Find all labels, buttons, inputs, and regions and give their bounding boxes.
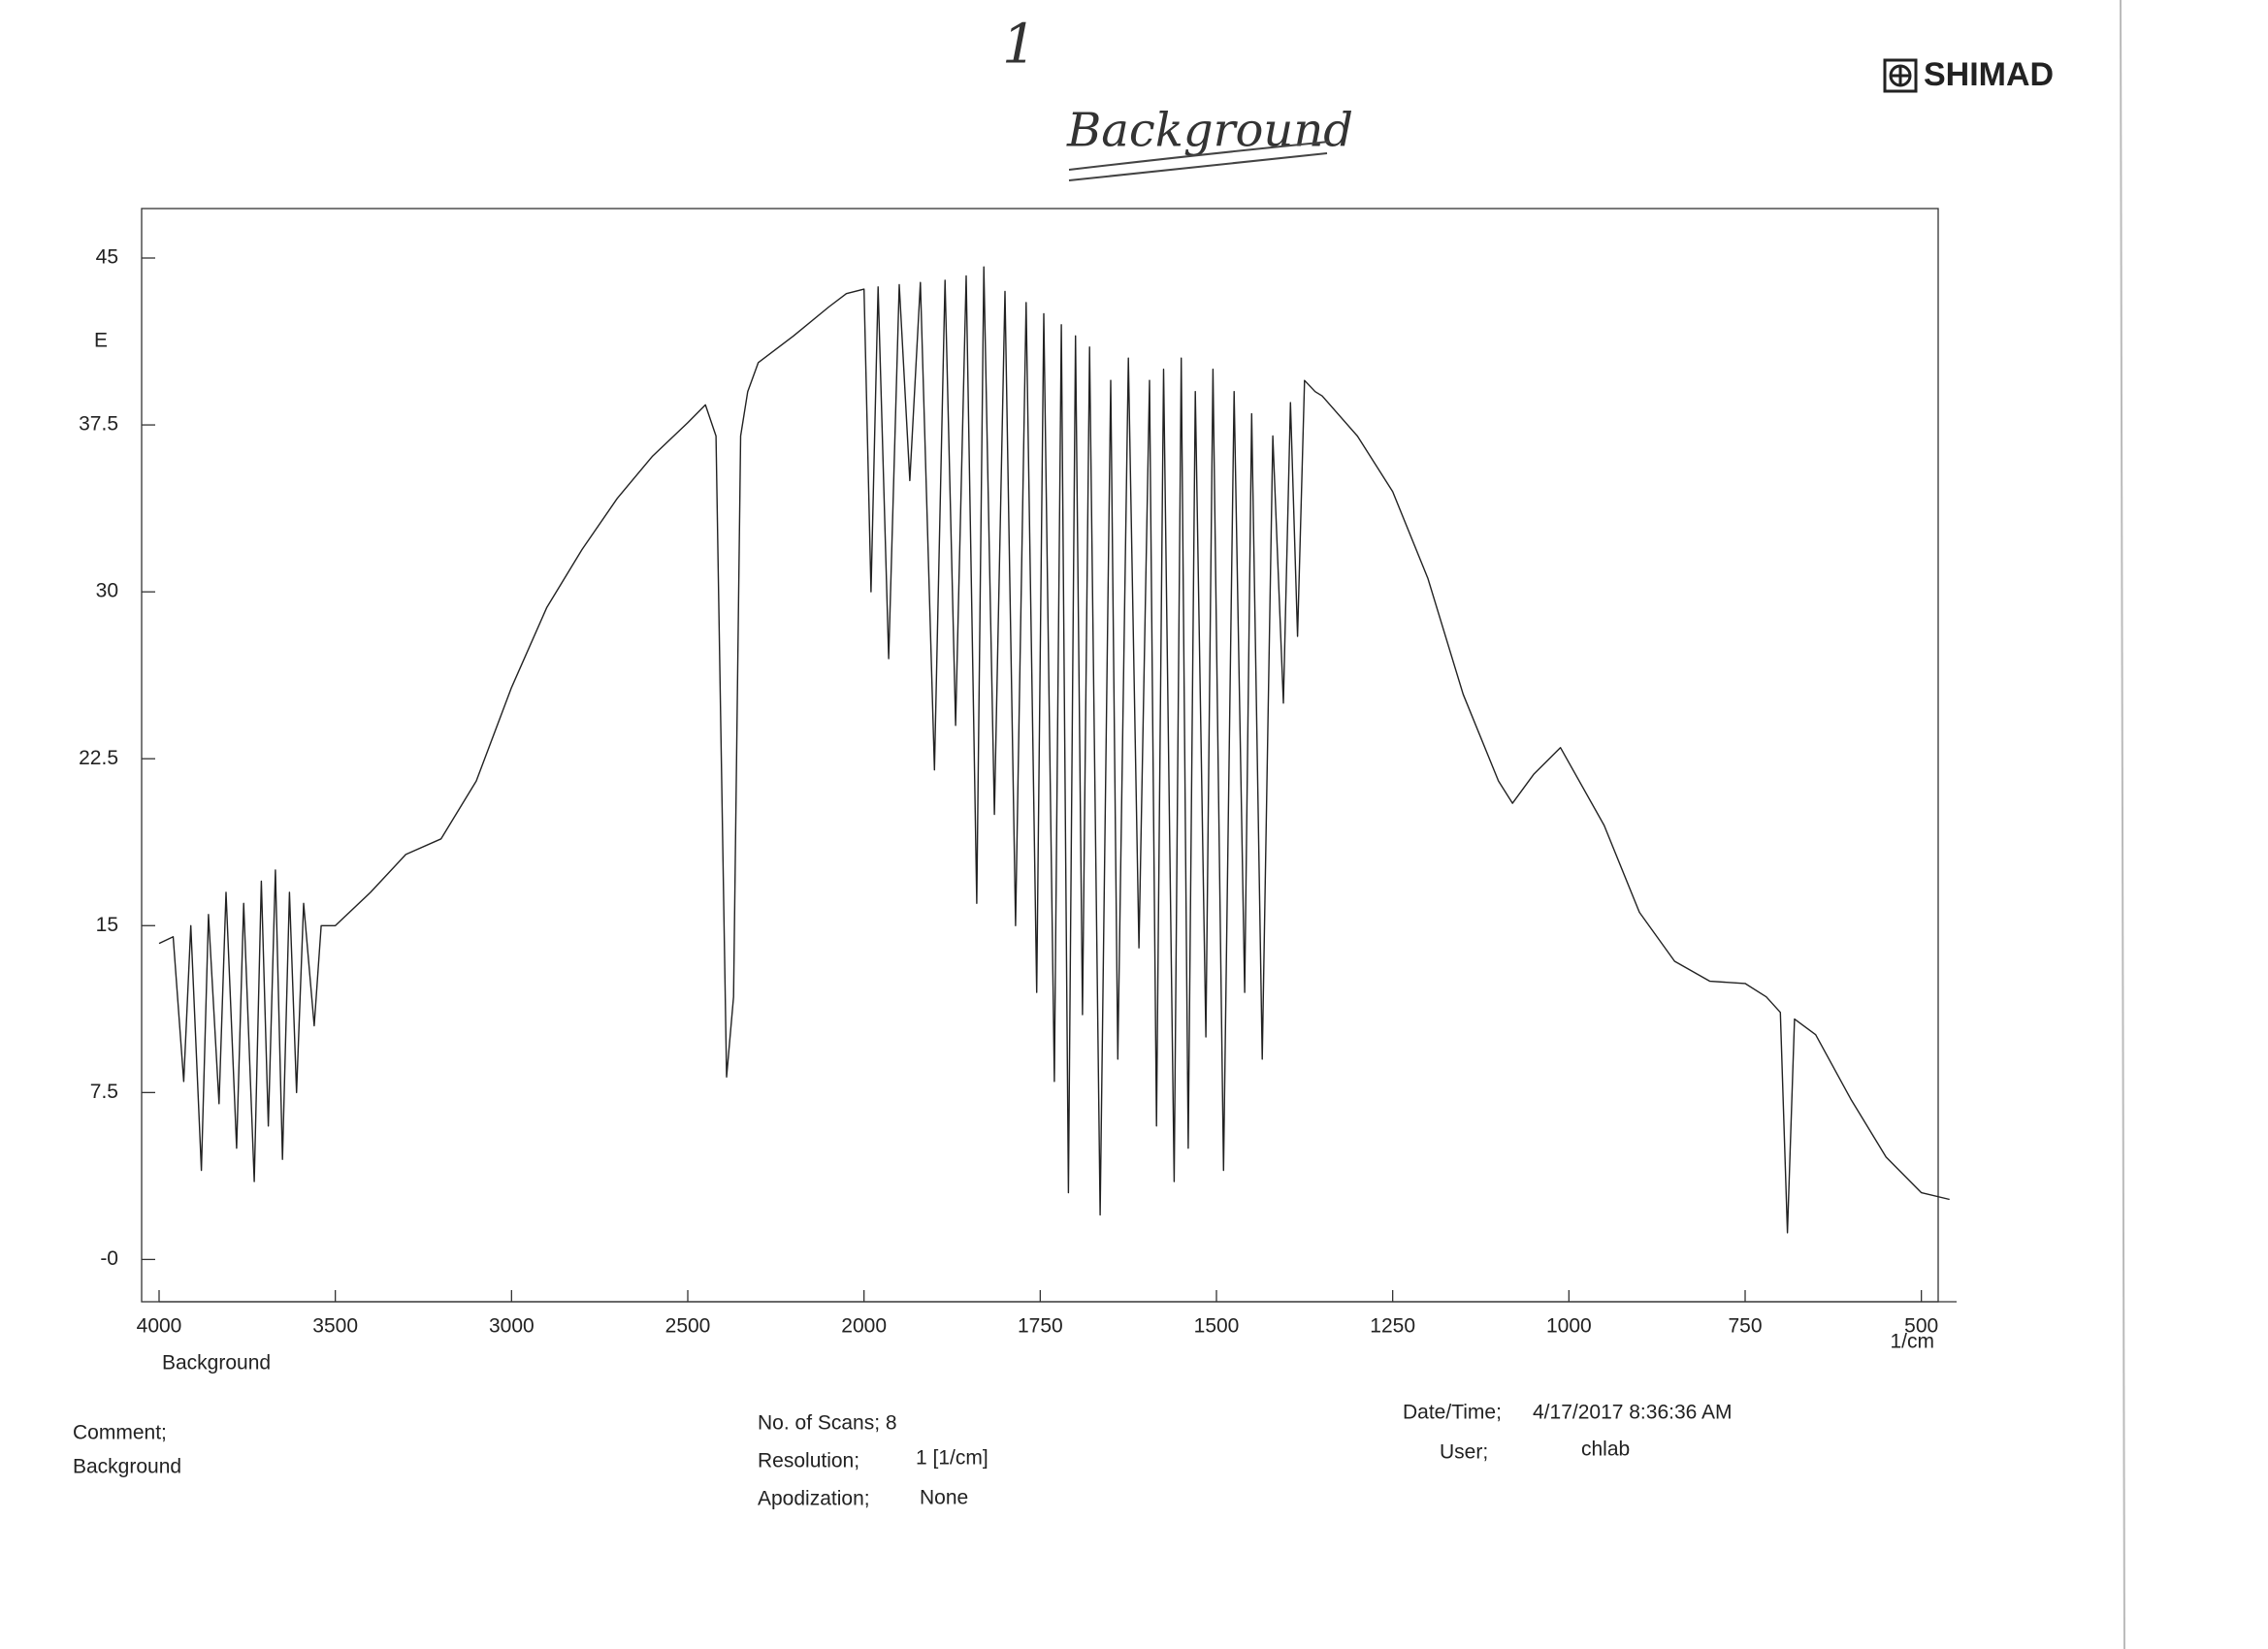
y-tick-label: 15 [96, 914, 118, 936]
handwritten-title: Background [1066, 104, 1353, 158]
x-tick-label: 2000 [841, 1315, 887, 1338]
spectrum-line [158, 266, 1950, 1234]
x-tick-label: 1750 [1018, 1315, 1063, 1338]
x-tick-label: 1500 [1194, 1315, 1240, 1338]
user-key: User; [1440, 1441, 1488, 1464]
apodization-value: None [920, 1487, 968, 1509]
y-tick-label: -0 [100, 1247, 118, 1270]
x-tick-label: 3000 [489, 1315, 535, 1338]
logo-box [1883, 58, 1918, 93]
x-tick-label: 500 [1904, 1315, 1938, 1338]
comment-value: Background [73, 1456, 181, 1478]
logo-text: SHIMAD [1924, 56, 2054, 93]
page-edge [2120, 0, 2125, 1649]
x-tick-label: 1250 [1370, 1315, 1415, 1338]
y-tick-label: 45 [96, 246, 118, 269]
apodization-key: Apodization; [758, 1488, 870, 1510]
sample-label: Background [162, 1352, 271, 1374]
resolution-value: 1 [1/cm] [916, 1447, 988, 1470]
comment-key: Comment; [73, 1422, 167, 1444]
scans: No. of Scans; 8 [758, 1412, 897, 1435]
x-axis-unit: 1/cm [1890, 1331, 1934, 1353]
user-value: chlab [1581, 1439, 1630, 1461]
y-tick-label: 30 [96, 580, 118, 602]
x-tick-label: 2500 [665, 1315, 711, 1338]
x-tick-label: 4000 [137, 1315, 182, 1338]
plot-frame [141, 208, 1939, 1303]
logo: SHIMAD [1883, 56, 2054, 93]
title-underline [1068, 141, 1330, 181]
datetime-key: Date/Time; [1403, 1402, 1502, 1424]
resolution-key: Resolution; [758, 1450, 859, 1472]
y-tick-label: 37.5 [79, 413, 118, 436]
datetime-value: 4/17/2017 8:36:36 AM [1533, 1402, 1733, 1424]
page-mark: 1 [1002, 14, 1037, 77]
y-tick-label: 22.5 [79, 747, 118, 769]
y-axis-label: E [94, 330, 108, 352]
x-tick-label: 750 [1728, 1315, 1762, 1338]
y-tick-label: 7.5 [90, 1081, 118, 1103]
x-tick-label: 1000 [1546, 1315, 1592, 1338]
logo-cross [1891, 66, 1910, 85]
x-tick-label: 3500 [312, 1315, 358, 1338]
